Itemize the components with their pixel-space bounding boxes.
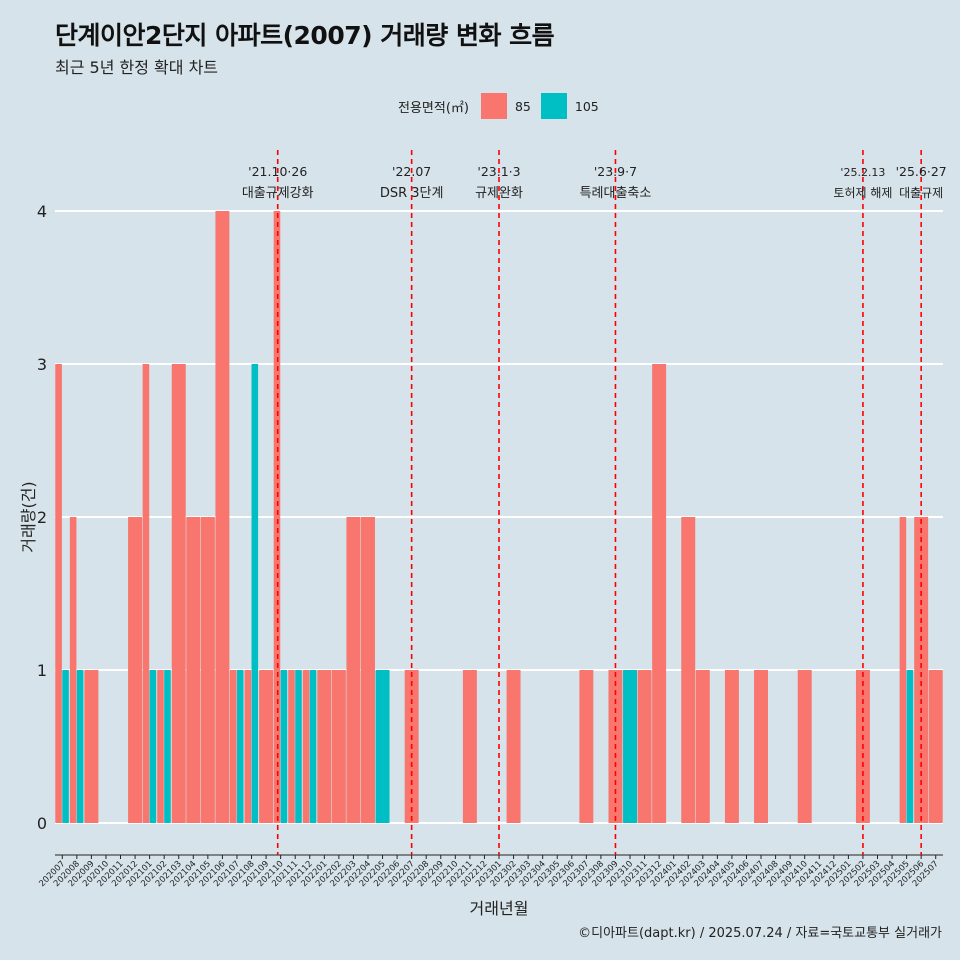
y-tick-label: 3 [37, 355, 47, 374]
bar-85 [229, 670, 237, 823]
bar-85 [331, 670, 346, 823]
bar-85 [724, 670, 739, 823]
bar-85 [157, 670, 164, 823]
legend-item-85: 85 [480, 93, 531, 119]
bar-85 [579, 670, 594, 823]
event-label: 특례대출축소 [580, 186, 652, 201]
event-label: 대출규제강화 [242, 186, 314, 201]
bar-85 [506, 670, 521, 823]
bar-85 [754, 670, 769, 823]
event-date-label: '23.9·7 [594, 164, 637, 179]
legend: 전용면적(㎡) 85 105 [398, 93, 609, 119]
bar-85 [346, 517, 361, 823]
legend-swatch-85 [480, 93, 507, 119]
bar-85 [288, 670, 295, 823]
bar-105 [295, 670, 302, 823]
chart-subtitle: 최근 5년 한정 확대 차트 [55, 58, 219, 77]
bar-85 [914, 517, 929, 823]
y-tick-label: 2 [37, 508, 47, 527]
legend-label-85: 85 [514, 98, 531, 114]
y-tick-label: 4 [37, 202, 47, 221]
legend-title: 전용면적(㎡) [398, 100, 469, 116]
bar-85 [200, 517, 215, 823]
legend-swatch-105 [540, 93, 567, 119]
bar-85 [361, 517, 375, 823]
bar-105 [375, 670, 390, 823]
bar-105 [280, 670, 288, 823]
x-axis-title: 거래년월 [470, 899, 529, 918]
bar-85 [462, 670, 477, 823]
y-tick-label: 0 [37, 814, 47, 833]
bar-105 [236, 670, 244, 823]
event-label: 토허제 해제 [833, 186, 892, 200]
bar-105 [623, 670, 637, 823]
y-axis-title: 거래량(건) [19, 481, 38, 552]
bar-85 [273, 211, 281, 823]
event-date-label: '21.10·26 [248, 164, 307, 179]
bar-105 [62, 670, 69, 823]
event-date-label: '25.2.13 [840, 166, 885, 179]
source-caption: ©디아파트(dapt.kr) / 2025.07.24 / 자료=국토교통부 실… [578, 926, 942, 941]
bar-85 [244, 670, 252, 823]
event-date-label: '22.07 [392, 164, 431, 179]
bar-85 [55, 364, 62, 823]
bar-85 [695, 670, 710, 823]
bar-85 [186, 517, 201, 823]
bar-85 [928, 670, 943, 823]
bar-85 [142, 364, 150, 823]
y-tick-label: 1 [37, 661, 47, 680]
legend-item-105: 105 [540, 93, 599, 119]
event-label: 대출규제 [899, 186, 943, 200]
event-date-label: '23.1·3 [477, 164, 520, 179]
legend-label-105: 105 [574, 98, 599, 114]
bar-85 [637, 670, 652, 823]
bar-85 [128, 517, 143, 823]
bar-85 [302, 670, 310, 823]
bar-105 [251, 364, 259, 823]
bar-85 [215, 211, 230, 823]
bar-105 [164, 670, 171, 823]
chart-title: 단계이안2단지 아파트(2007) 거래량 변화 흐름 [55, 21, 555, 50]
bar-85 [69, 517, 77, 823]
bar-85 [171, 364, 186, 823]
bar-85 [681, 517, 696, 823]
bar-85 [259, 670, 274, 823]
event-label: DSR 3단계 [380, 186, 444, 201]
bar-105 [149, 670, 157, 823]
bar-85 [652, 364, 667, 823]
bar-105 [309, 670, 317, 823]
bar-85 [84, 670, 99, 823]
bar-105 [906, 670, 914, 823]
event-date-label: '25.6·27 [896, 164, 947, 179]
bar-85 [797, 670, 812, 823]
event-label: 규제완화 [475, 186, 523, 201]
bar-105 [76, 670, 84, 823]
bar-85 [317, 670, 332, 823]
bar-85 [899, 517, 907, 823]
